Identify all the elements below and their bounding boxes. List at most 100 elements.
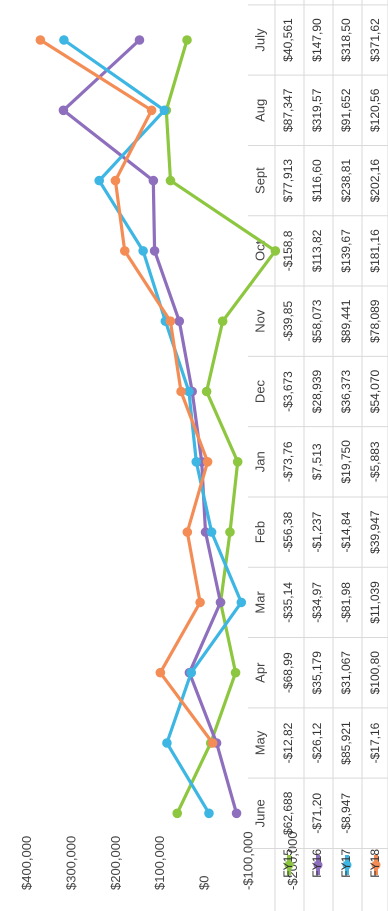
legend-label-fy15: FY15	[281, 849, 295, 878]
point-fy16-nov	[174, 316, 185, 327]
data-label-fy17-june: -$8,947	[339, 793, 353, 834]
point-fy18-apr	[155, 667, 166, 678]
value-tick--200-000: -$200,000	[285, 831, 300, 890]
category-label-may: May	[252, 730, 267, 755]
data-label-fy15-feb: -$56,38	[281, 511, 295, 552]
series-legend: FY15 FY16 FY17 FY18	[281, 849, 382, 878]
series-line-fy15	[164, 38, 277, 815]
point-fy16-aug	[58, 105, 69, 116]
series-lines	[35, 35, 281, 819]
data-label-fy17-aug: $91,652	[339, 88, 353, 132]
point-fy18-feb	[182, 527, 193, 537]
data-label-fy17-oct: $139,67	[339, 229, 353, 273]
data-label-fy15-dec: -$3,673	[281, 371, 295, 412]
data-label-fy16-feb: -$1,237	[310, 511, 324, 552]
legend-label-fy17: FY17	[339, 849, 353, 878]
legend-label-fy16: FY16	[310, 849, 324, 878]
point-fy18-nov	[165, 316, 176, 327]
point-fy17-apr	[186, 667, 197, 678]
data-label-fy15-apr: -$68,99	[281, 652, 295, 693]
legend-marker-fy15	[284, 860, 294, 870]
point-fy18-dec	[176, 386, 186, 397]
point-fy18-mar	[195, 597, 205, 608]
value-tick--0: $0	[196, 876, 211, 890]
value-tick--400-000: $400,000	[19, 836, 34, 890]
data-label-fy18-sept: $202,16	[368, 159, 382, 203]
point-fy16-oct	[149, 246, 160, 256]
data-label-fy17-jan: $19,750	[339, 440, 353, 484]
data-label-fy18-aug: $120,56	[368, 88, 382, 132]
data-label-fy15-nov: -$39,85	[281, 301, 295, 342]
point-fy16-july	[134, 35, 145, 45]
point-fy17-dec	[184, 386, 194, 397]
data-label-fy16-dec: $28,939	[310, 369, 324, 413]
category-label-oct: Oct	[252, 240, 267, 261]
data-label-fy15-may: -$12,82	[281, 722, 295, 763]
data-label-fy17-sept: $238,81	[339, 159, 353, 203]
value-tick--100-000: $100,000	[152, 836, 167, 890]
series-line-fy17	[62, 38, 243, 815]
data-table-cells: $40,561 $87,347 $77,913 -$158,8 -$39,85 -$3,6…	[281, 18, 382, 835]
point-fy17-may	[162, 738, 172, 748]
category-label-nov: Nov	[252, 309, 267, 333]
point-fy18-jan	[202, 457, 213, 467]
point-fy17-july	[59, 35, 69, 45]
data-label-fy18-feb: $39,947	[368, 510, 382, 554]
point-fy15-july	[182, 35, 192, 45]
point-fy18-july	[35, 35, 46, 45]
data-label-fy17-dec: $36,373	[339, 369, 353, 413]
point-fy18-oct	[119, 246, 130, 256]
point-fy18-sept	[110, 175, 121, 186]
data-label-fy17-may: $85,921	[339, 721, 353, 765]
data-label-fy16-june: -$71,20	[310, 793, 324, 834]
data-label-fy15-sept: $77,913	[281, 159, 295, 203]
data-label-fy16-aug: $319,57	[310, 88, 324, 132]
data-label-fy18-oct: $181,16	[368, 229, 382, 273]
data-label-fy18-apr: $100,80	[368, 651, 382, 695]
data-label-fy15-aug: $87,347	[281, 88, 295, 132]
legend-label-fy18: FY18	[368, 849, 382, 878]
data-label-fy18-jan: -$5,883	[368, 441, 382, 482]
data-label-fy17-july: $318,50	[339, 18, 353, 62]
data-label-fy18-mar: $11,039	[368, 581, 382, 624]
category-label-feb: Feb	[252, 521, 267, 543]
data-label-fy15-oct: -$158,8	[281, 230, 295, 271]
data-label-fy18-july: $371,62	[368, 18, 382, 62]
data-label-fy15-jan: -$73,76	[281, 441, 295, 482]
data-label-fy17-apr: $31,067	[339, 651, 353, 695]
point-fy17-aug	[159, 105, 170, 116]
data-label-fy15-june: $62,688	[281, 791, 295, 835]
point-fy15-sept	[165, 175, 176, 186]
data-label-fy16-july: $147,90	[310, 18, 324, 62]
value-tick--300-000: $300,000	[64, 836, 79, 890]
point-fy16-sept	[148, 175, 159, 186]
data-label-fy16-may: -$26,12	[310, 722, 324, 763]
data-label-fy16-mar: -$34,97	[310, 582, 324, 623]
point-fy17-jan	[191, 457, 202, 467]
data-label-fy18-nov: $78,089	[368, 299, 382, 343]
category-label-dec: Dec	[252, 379, 267, 403]
data-label-fy15-mar: -$35,14	[281, 582, 295, 623]
point-fy18-may	[207, 738, 218, 748]
category-label-aug: Aug	[252, 99, 267, 122]
data-label-fy17-mar: -$81,98	[339, 582, 353, 623]
data-label-fy16-jan: $7,513	[310, 443, 324, 480]
value-tick--100-000: -$100,000	[241, 831, 256, 890]
data-label-fy16-apr: $35,179	[310, 651, 324, 695]
data-label-fy18-may: -$17,16	[368, 722, 382, 763]
category-label-july: July	[252, 28, 267, 52]
category-label-apr: Apr	[252, 662, 267, 683]
point-fy17-june	[204, 808, 214, 819]
point-fy15-nov	[217, 316, 228, 327]
series-line-fy16	[61, 38, 239, 815]
category-labels: July Aug Sept Oct Nov Dec Jan Feb Mar Apr May June	[252, 28, 267, 827]
category-label-sept: Sept	[252, 167, 267, 194]
point-fy17-sept	[94, 175, 105, 186]
category-label-jan: Jan	[252, 451, 267, 472]
data-label-fy15-july: $40,561	[281, 18, 295, 62]
data-label-fy16-oct: $113,82	[310, 229, 324, 272]
data-label-fy18-dec: $54,070	[368, 369, 382, 413]
point-fy17-oct	[138, 246, 148, 256]
legend-marker-fy18	[371, 860, 381, 870]
